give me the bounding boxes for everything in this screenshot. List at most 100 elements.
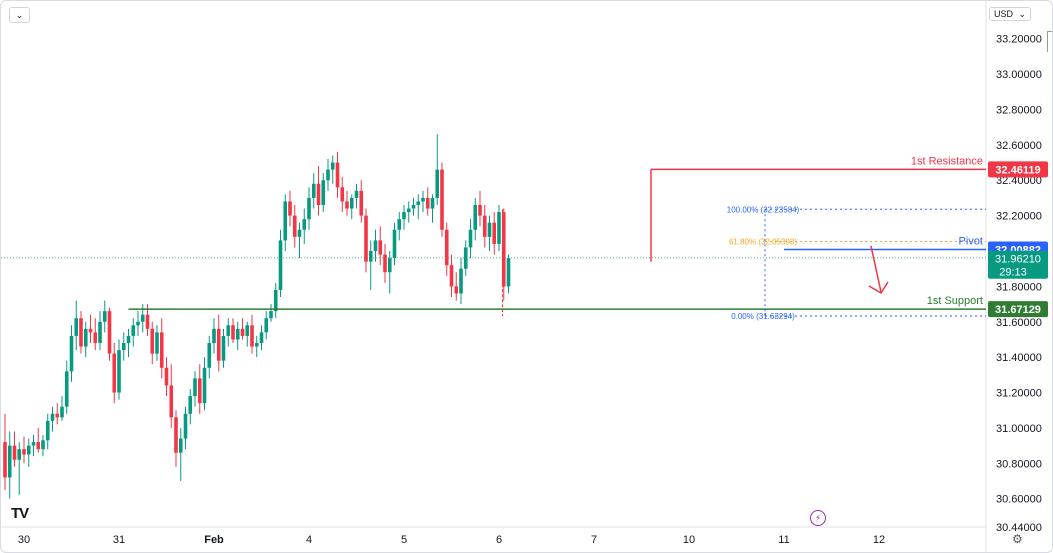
countdown-label: 29:13 (999, 267, 1027, 279)
candle-body (335, 162, 340, 188)
candle-body (193, 378, 197, 397)
candle-body (482, 215, 487, 237)
x-tick-label: 6 (496, 534, 502, 546)
candle-body (387, 258, 392, 273)
candle-body (98, 321, 102, 343)
candle-body (278, 240, 283, 290)
currency-selector[interactable]: USD ⌄ (989, 7, 1031, 21)
candle-body (245, 325, 250, 336)
candle-body (449, 265, 454, 287)
candle-body (292, 215, 297, 237)
y-tick-label: 32.60000 (996, 140, 1042, 152)
candle-body (416, 201, 421, 205)
candle-body (430, 197, 435, 209)
candle-body (240, 328, 245, 336)
candle-body (22, 449, 26, 455)
candle-body (150, 328, 155, 354)
level-price-label: 32.46119 (995, 164, 1040, 176)
chevron-down-icon: ⌄ (1018, 8, 1026, 19)
x-tick-label: 7 (591, 534, 597, 546)
candle-body (501, 212, 506, 287)
scroll-handle[interactable] (1047, 31, 1052, 52)
level-name: 1st Resistance (911, 155, 983, 167)
candle-body (207, 343, 212, 368)
candle-body (197, 378, 202, 404)
candle-body (411, 205, 416, 209)
candle-body (487, 222, 492, 237)
candle-body (41, 440, 45, 450)
candle-body (145, 314, 150, 329)
current-price-tag (988, 250, 1048, 279)
tradingview-logo[interactable]: TV (11, 505, 29, 522)
candle-body (126, 335, 131, 343)
x-tick-label: 31 (113, 534, 125, 546)
level-price-tag (988, 161, 1048, 178)
candle-body (178, 438, 183, 453)
y-tick-label: 32.80000 (996, 104, 1042, 116)
arrow-shaft (870, 245, 882, 293)
currency-label: USD (994, 9, 1014, 19)
candle-body (340, 187, 345, 202)
candle-body (155, 332, 159, 354)
candle-body (264, 318, 269, 333)
candle-body (221, 335, 226, 361)
candle-body (55, 413, 60, 418)
candle-body (392, 229, 397, 259)
candle-body (50, 413, 55, 421)
x-tick-label: 12 (873, 534, 885, 546)
candle-body (26, 445, 31, 455)
candle-body (7, 445, 12, 478)
arrow-head (868, 281, 889, 295)
collapse-button[interactable]: ⌄ (9, 7, 30, 23)
y-tick-label: 30.80000 (996, 458, 1042, 470)
y-tick-label: 31.80000 (996, 281, 1042, 293)
candle-body (259, 332, 264, 343)
x-tick-label: 10 (683, 534, 695, 546)
fib-label: 100.00% (32.23584) (727, 205, 800, 214)
candle-body (435, 169, 440, 198)
candle-body (88, 328, 93, 333)
candle-body (421, 197, 425, 202)
y-tick-label: 31.00000 (996, 423, 1042, 435)
candle-body (254, 343, 259, 347)
candle-body (131, 325, 136, 336)
candle-body (311, 183, 316, 198)
candle-body (354, 190, 359, 198)
candle-body (349, 197, 354, 209)
candle-body (140, 314, 145, 322)
candle-body (459, 268, 463, 294)
y-tick-label: 31.40000 (996, 352, 1042, 364)
candle-body (440, 169, 444, 230)
fib-label: 61.80% (32.05393) (729, 237, 797, 246)
candle-body (45, 420, 50, 441)
candle-body (359, 190, 364, 216)
candle-body (121, 343, 126, 351)
x-tick-label: 30 (18, 534, 30, 546)
candle-body (83, 328, 88, 347)
candle-body (74, 318, 79, 336)
y-tick-label: 31.20000 (996, 388, 1042, 400)
candle-body (202, 367, 207, 404)
candle-body (473, 205, 478, 230)
x-tick-label: 5 (401, 534, 407, 546)
candle-body (283, 201, 288, 241)
candle-body (174, 417, 178, 453)
candle-body (17, 449, 22, 460)
candle-body (444, 229, 449, 266)
y-tick-label: 30.44000 (996, 522, 1042, 534)
candle-body (383, 254, 387, 273)
candle-body (297, 229, 302, 237)
y-tick-label: 32.40000 (996, 175, 1042, 187)
candle-body (321, 180, 326, 205)
level-name: Pivot (959, 235, 983, 247)
candle-body (250, 325, 254, 347)
y-tick-label: 32.20000 (996, 211, 1042, 223)
gear-icon[interactable]: ⚙ (1012, 532, 1023, 546)
candle-body (330, 162, 335, 170)
candle-body (159, 332, 164, 368)
candle-body (169, 385, 174, 418)
lightning-icon[interactable]: ⚡ (810, 510, 826, 526)
candle-body (454, 286, 459, 294)
